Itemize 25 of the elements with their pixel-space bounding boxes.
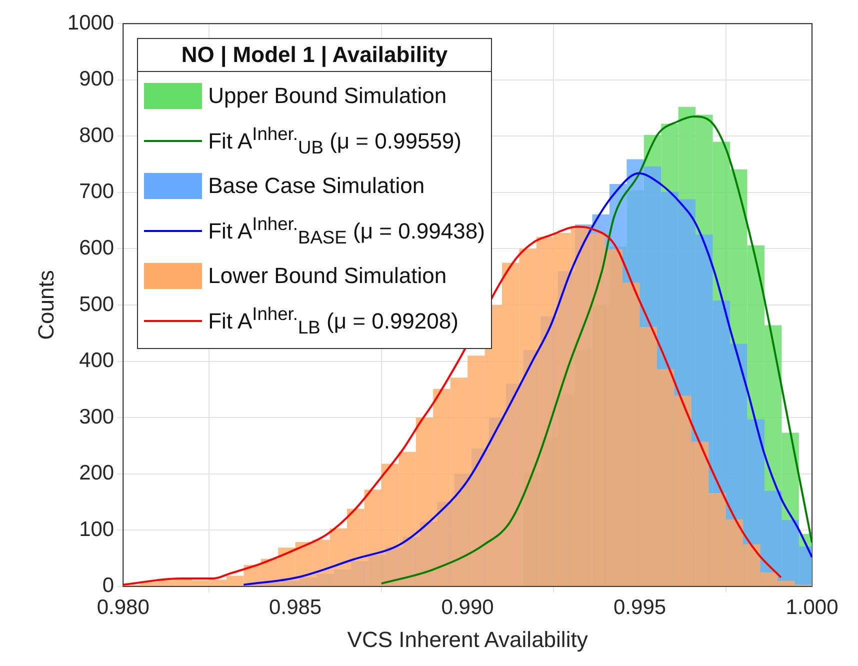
y-tick-label: 0 (102, 574, 114, 598)
legend-label: Lower Bound Simulation (208, 263, 447, 290)
x-axis-title: VCS Inherent Availability (347, 626, 588, 652)
y-tick-label: 400 (79, 349, 114, 372)
y-tick-label: 800 (79, 124, 114, 147)
x-tick-label: 0.985 (269, 596, 322, 619)
y-tick-label: 1000 (67, 11, 114, 34)
y-tick-label: 600 (79, 236, 114, 260)
x-tick-label: 0.995 (614, 596, 666, 619)
x-tick-label: 0.990 (441, 596, 494, 619)
y-axis-title: Counts (33, 270, 58, 340)
legend-label: Base Case Simulation (208, 173, 425, 200)
y-tick-label: 900 (79, 68, 114, 91)
legend-label: Fit A$^{Inher.}$$_{UB}$ (μ = 0.99559) (208, 123, 462, 159)
y-tick-label: 500 (79, 292, 114, 316)
y-tick-label: 200 (79, 462, 114, 485)
legend-label: Fit A$^{Inher.}$$_{BASE}$ (μ = 0.99438) (208, 213, 485, 249)
legend-title: NO | Model 1 | Availability (180, 40, 449, 69)
y-tick-label: 700 (79, 180, 114, 204)
y-tick-label: 100 (79, 518, 114, 541)
x-tick-label: 1.000 (786, 596, 838, 619)
y-tick-label: 300 (79, 405, 114, 428)
legend-label: Upper Bound Simulation (208, 83, 447, 110)
x-tick-label: 0.980 (96, 596, 150, 619)
legend-label: Fit A$^{Inher.}$$_{LB}$ (μ = 0.99208) (208, 303, 458, 339)
